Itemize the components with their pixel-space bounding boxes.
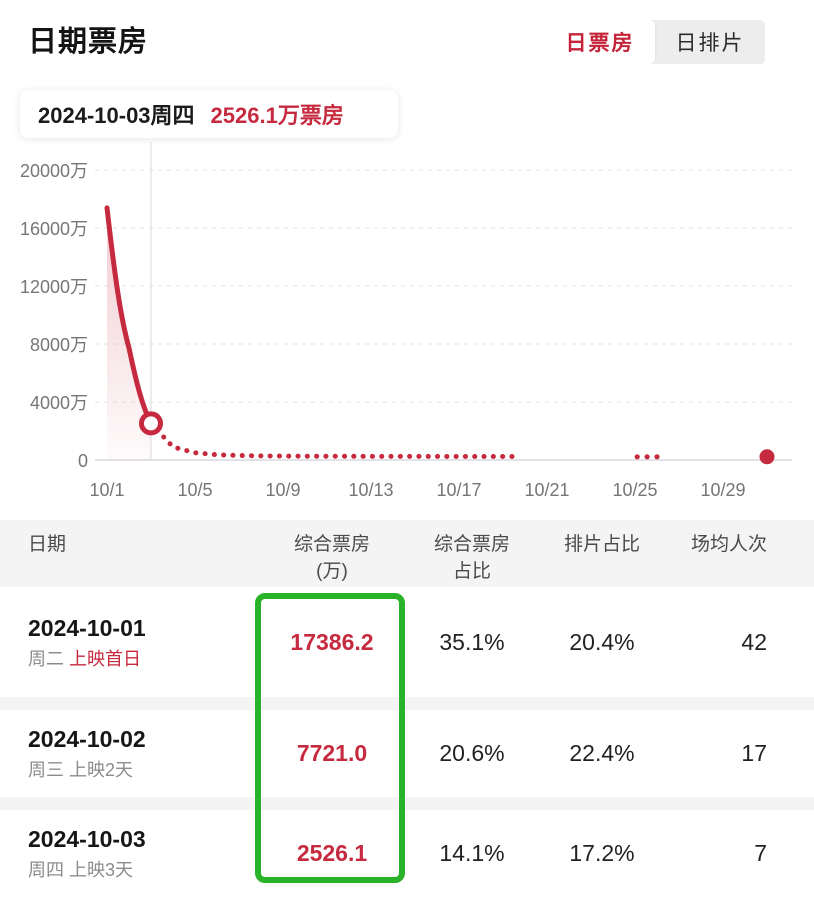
box-office-value: 17386.2 — [290, 628, 374, 655]
table-row[interactable]: 2024-10-01 周二 上映首日 17386.2 35.1% 20.4% 4… — [0, 587, 814, 697]
y-axis-tick-label: 0 — [78, 451, 88, 471]
table-row[interactable]: 2024-10-02 周三 上映2天 7721.0 20.6% 22.4% 17 — [0, 710, 814, 797]
page-title: 日期票房 — [28, 26, 149, 58]
date-cell: 2024-10-03 周四 上映3天 — [28, 826, 146, 880]
tab-daily-box-office[interactable]: 日票房 — [545, 20, 655, 64]
tooltip-date: 2024-10-03周四 — [38, 103, 195, 128]
selected-point-marker — [139, 411, 163, 436]
date-cell: 2024-10-01 周二 上映首日 — [28, 614, 146, 669]
y-axis-tick-label: 16000万 — [20, 219, 88, 239]
screening-share-value: 20.4% — [569, 628, 635, 655]
tail-dot — [634, 454, 640, 460]
date-cell: 2024-10-02 周三 上映2天 — [28, 726, 146, 780]
table-header-row: 日期 综合票房 (万) 综合票房 占比 排片占比 场均人次 — [0, 520, 814, 587]
x-axis-tick-label: 10/5 — [177, 480, 212, 500]
x-axis-tick-label: 10/9 — [265, 480, 300, 500]
y-axis-tick-label: 20000万 — [20, 161, 88, 181]
chart-mode-tabs: 日票房 日排片 — [545, 20, 765, 64]
y-axis-tick-label: 4000万 — [30, 393, 88, 413]
box-office-table: 日期 综合票房 (万) 综合票房 占比 排片占比 场均人次 2024-10-01 周… — [0, 520, 814, 897]
col-header-avg-attendance: 场均人次 — [690, 534, 767, 555]
col-header-box-office: 综合票房 (万) — [293, 534, 370, 582]
avg-attendance-value: 42 — [741, 628, 767, 655]
x-axis-tick-label: 10/21 — [524, 480, 569, 500]
y-axis-tick-label: 12000万 — [20, 277, 88, 297]
avg-attendance-value: 17 — [741, 740, 767, 766]
release-day-badge: 上映首日 — [69, 648, 142, 669]
tail-dot — [654, 454, 660, 460]
end-point-dot — [759, 449, 775, 465]
col-header-box-office-share: 综合票房 占比 — [433, 534, 510, 582]
x-axis-tick-label: 10/1 — [89, 480, 124, 500]
box-office-share-value: 14.1% — [439, 840, 505, 866]
x-axis-tick-label: 10/29 — [700, 480, 745, 500]
row-separator — [0, 797, 814, 810]
x-axis-tick-label: 10/17 — [436, 480, 481, 500]
x-axis-tick-label: 10/25 — [612, 480, 657, 500]
col-header-screening-share: 排片占比 — [563, 534, 640, 555]
box-office-value: 7721.0 — [296, 740, 368, 766]
tail-dot — [644, 454, 650, 460]
box-office-line-solid — [104, 205, 154, 426]
x-axis-tick-label: 10/13 — [348, 480, 393, 500]
screening-share-value: 17.2% — [569, 840, 635, 866]
chart-tooltip: 2024-10-03周四 2526.1万票房 — [20, 90, 398, 138]
box-office-value: 2526.1 — [296, 840, 368, 866]
box-office-line-dotted — [148, 420, 519, 459]
col-header-date: 日期 — [28, 534, 67, 555]
avg-attendance-value: 7 — [754, 840, 767, 866]
box-office-share-value: 20.6% — [439, 740, 505, 766]
y-axis-tick-label: 8000万 — [30, 335, 88, 355]
table-row[interactable]: 2024-10-03 周四 上映3天 2526.1 14.1% 17.2% 7 — [0, 810, 814, 897]
row-separator — [0, 697, 814, 710]
tab-daily-screenings[interactable]: 日排片 — [675, 32, 745, 55]
box-office-share-value: 35.1% — [439, 628, 505, 655]
box-office-line-chart[interactable]: 0 4000万 8000万 12000万 16000万 20000万 10/1 10/5 10/… — [0, 140, 814, 505]
screening-share-value: 22.4% — [569, 740, 635, 766]
tooltip-value: 2526.1万票房 — [210, 103, 344, 128]
